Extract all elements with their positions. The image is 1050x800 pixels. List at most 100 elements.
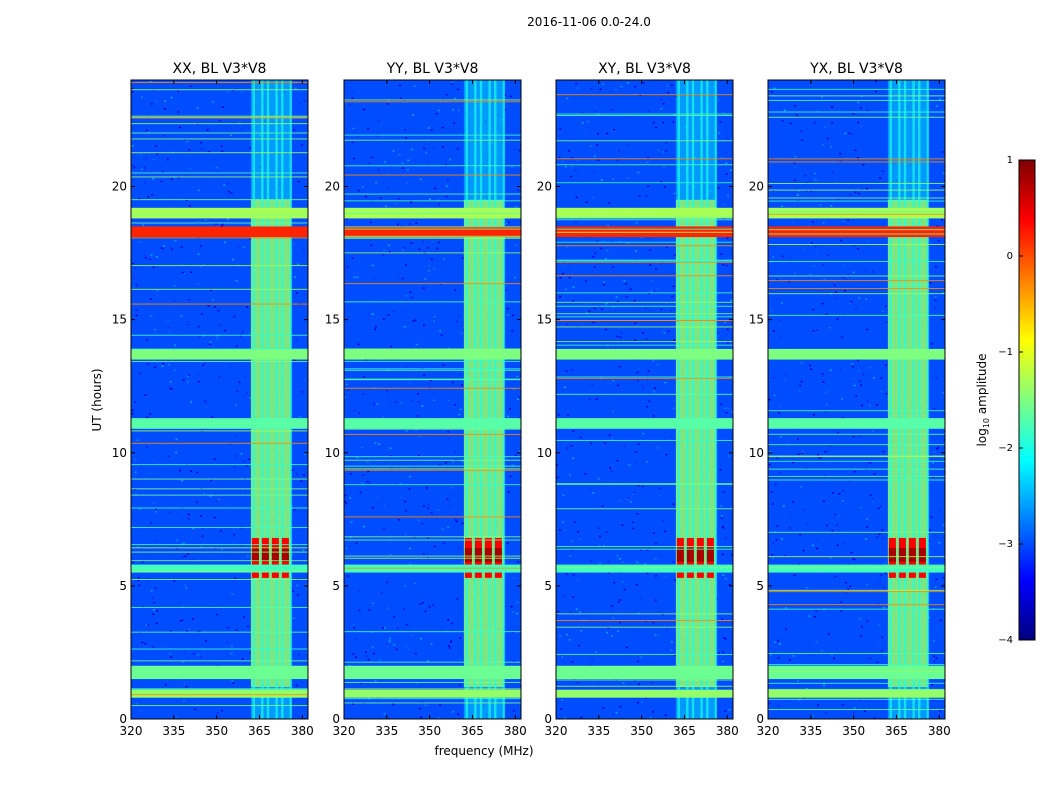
noise-pixel bbox=[144, 642, 147, 645]
noise-pixel bbox=[420, 637, 423, 640]
noise-pixel bbox=[879, 177, 882, 179]
time-line bbox=[768, 229, 945, 231]
noise-pixel bbox=[729, 375, 732, 378]
noise-pixel bbox=[572, 596, 575, 598]
noise-pixel bbox=[504, 109, 507, 111]
noise-pixel bbox=[563, 260, 566, 263]
noise-pixel bbox=[149, 298, 152, 300]
noise-pixel bbox=[509, 520, 512, 523]
noise-pixel bbox=[789, 659, 792, 661]
noise-pixel bbox=[883, 562, 886, 564]
noise-pixel bbox=[642, 387, 645, 389]
noise-pixel bbox=[227, 657, 230, 659]
noise-pixel bbox=[155, 511, 158, 513]
noise-pixel bbox=[414, 682, 417, 684]
noise-pixel bbox=[132, 242, 135, 244]
time-line bbox=[768, 653, 945, 655]
noise-pixel bbox=[516, 375, 519, 378]
time-line bbox=[556, 393, 733, 395]
noise-pixel bbox=[348, 104, 351, 106]
time-line bbox=[344, 661, 521, 663]
noise-pixel bbox=[869, 462, 872, 464]
noise-pixel bbox=[505, 222, 508, 225]
noise-pixel bbox=[174, 369, 177, 372]
noise-pixel bbox=[226, 641, 229, 644]
noise-pixel bbox=[565, 573, 568, 575]
noise-pixel bbox=[437, 241, 440, 244]
noise-pixel bbox=[226, 492, 229, 495]
noise-pixel bbox=[876, 120, 879, 123]
noise-pixel bbox=[404, 585, 407, 587]
noise-pixel bbox=[509, 475, 512, 478]
noise-pixel bbox=[819, 204, 822, 206]
time-line bbox=[344, 484, 521, 486]
noise-pixel bbox=[642, 432, 645, 435]
noise-pixel bbox=[576, 87, 579, 89]
noise-pixel bbox=[645, 460, 648, 463]
time-line bbox=[768, 213, 945, 215]
noise-pixel bbox=[942, 524, 945, 526]
noise-pixel bbox=[387, 244, 390, 246]
noise-pixel bbox=[293, 242, 296, 245]
noise-pixel bbox=[427, 660, 430, 662]
channel-stripe bbox=[912, 80, 915, 719]
noise-pixel bbox=[941, 457, 944, 460]
noise-pixel bbox=[853, 711, 856, 714]
noise-pixel bbox=[403, 247, 406, 249]
panel-frame bbox=[343, 79, 522, 720]
noise-pixel bbox=[359, 434, 362, 436]
noise-pixel bbox=[245, 392, 248, 395]
noise-pixel bbox=[212, 299, 215, 301]
colorbar-scale bbox=[1018, 159, 1036, 641]
noise-pixel bbox=[353, 276, 356, 278]
noise-pixel bbox=[881, 529, 884, 531]
noise-pixel bbox=[579, 611, 582, 613]
noise-pixel bbox=[246, 274, 249, 277]
noise-pixel bbox=[810, 614, 813, 617]
noise-pixel bbox=[667, 104, 670, 106]
noise-pixel bbox=[222, 106, 225, 108]
noise-pixel bbox=[427, 161, 430, 164]
noise-pixel bbox=[390, 137, 393, 139]
channel-stripe bbox=[898, 80, 901, 719]
noise-pixel bbox=[240, 139, 243, 142]
noise-pixel bbox=[665, 246, 668, 249]
noise-pixel bbox=[881, 170, 884, 173]
noise-pixel bbox=[441, 683, 444, 686]
time-line bbox=[768, 591, 945, 593]
noise-pixel bbox=[199, 515, 202, 517]
noise-pixel bbox=[605, 531, 608, 533]
noise-pixel bbox=[183, 273, 186, 276]
time-line bbox=[131, 694, 308, 696]
noise-pixel bbox=[460, 249, 463, 251]
noise-pixel bbox=[360, 147, 363, 149]
noise-pixel bbox=[881, 636, 884, 639]
noise-pixel bbox=[424, 704, 427, 707]
noise-pixel bbox=[434, 652, 437, 655]
noise-pixel bbox=[141, 96, 144, 99]
bright-hour-band bbox=[768, 418, 945, 429]
noise-pixel bbox=[181, 605, 184, 607]
noise-pixel bbox=[566, 97, 569, 100]
noise-pixel bbox=[862, 164, 865, 166]
noise-pixel bbox=[564, 194, 567, 196]
noise-pixel bbox=[663, 186, 666, 188]
noise-pixel bbox=[249, 396, 252, 399]
noise-pixel bbox=[185, 199, 188, 202]
noise-pixel bbox=[138, 197, 141, 200]
bright-hour-band bbox=[344, 665, 521, 680]
strong-rfi-core bbox=[706, 547, 714, 562]
noise-pixel bbox=[383, 249, 386, 252]
noise-pixel bbox=[625, 646, 628, 649]
noise-pixel bbox=[725, 609, 728, 612]
noise-pixel bbox=[246, 129, 249, 131]
noise-pixel bbox=[784, 515, 787, 518]
time-line bbox=[768, 604, 945, 606]
noise-pixel bbox=[215, 171, 218, 173]
noise-pixel bbox=[131, 164, 134, 167]
noise-pixel bbox=[648, 400, 651, 403]
noise-pixel bbox=[154, 328, 157, 331]
noise-pixel bbox=[216, 81, 219, 83]
noise-pixel bbox=[852, 435, 855, 438]
noise-pixel bbox=[218, 375, 221, 378]
